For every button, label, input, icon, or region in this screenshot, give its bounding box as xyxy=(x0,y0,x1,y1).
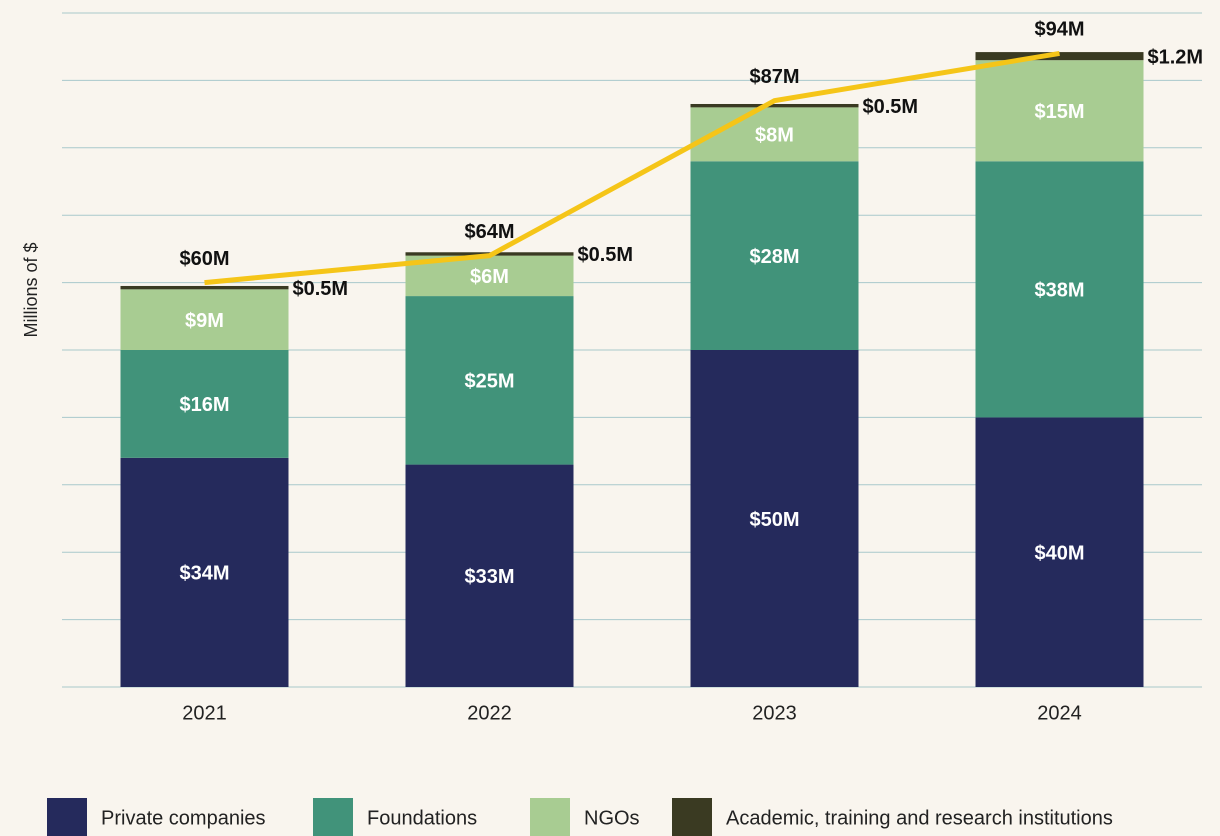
bar-segment xyxy=(120,289,289,350)
total-label: $94M xyxy=(1034,19,1084,41)
data-label: $28M xyxy=(749,246,799,268)
y-axis-label: Millions of $ xyxy=(21,242,41,337)
bar-segment xyxy=(975,52,1144,61)
data-label: $0.5M xyxy=(863,96,919,118)
legend-swatch xyxy=(313,798,353,836)
x-tick-label: 2022 xyxy=(467,702,512,724)
data-label: $16M xyxy=(179,394,229,416)
data-label: $15M xyxy=(1034,101,1084,123)
legend-swatch xyxy=(47,798,87,836)
legend-label: NGOs xyxy=(584,807,640,829)
legend-label: Foundations xyxy=(367,807,477,829)
x-tick-label: 2021 xyxy=(182,702,227,724)
bar-segment xyxy=(405,296,574,465)
bar-segment xyxy=(690,161,859,350)
data-label: $6M xyxy=(470,266,509,288)
data-label: $34M xyxy=(179,563,229,585)
legend-label: Private companies xyxy=(101,807,266,829)
data-label: $8M xyxy=(755,125,794,147)
bar-segment xyxy=(120,457,289,687)
data-label: $0.5M xyxy=(578,244,634,266)
data-label: $0.5M xyxy=(293,278,349,300)
x-tick-label: 2023 xyxy=(752,702,797,724)
data-label: $38M xyxy=(1034,280,1084,302)
bar-segment xyxy=(405,464,574,687)
bar-segment xyxy=(120,350,289,458)
legend-swatch xyxy=(672,798,712,836)
data-label: $25M xyxy=(464,371,514,393)
data-label: $9M xyxy=(185,310,224,332)
bar-segment xyxy=(120,285,289,290)
bar-segment xyxy=(690,103,859,108)
total-line xyxy=(204,50,1060,286)
data-label: $40M xyxy=(1034,542,1084,564)
bar-segment xyxy=(690,107,859,162)
bar-segment xyxy=(975,60,1144,162)
bar-segment xyxy=(975,417,1144,687)
data-label: $1.2M xyxy=(1148,46,1204,68)
data-label: $50M xyxy=(749,509,799,531)
total-label: $60M xyxy=(179,248,229,270)
legend-swatch xyxy=(530,798,570,836)
data-label: $33M xyxy=(464,566,514,588)
total-label: $87M xyxy=(749,66,799,88)
bar-segment xyxy=(975,161,1144,418)
bar-segment xyxy=(690,350,859,687)
total-label: $64M xyxy=(464,221,514,243)
legend-label: Academic, training and research institut… xyxy=(726,807,1113,829)
x-tick-label: 2024 xyxy=(1037,702,1082,724)
